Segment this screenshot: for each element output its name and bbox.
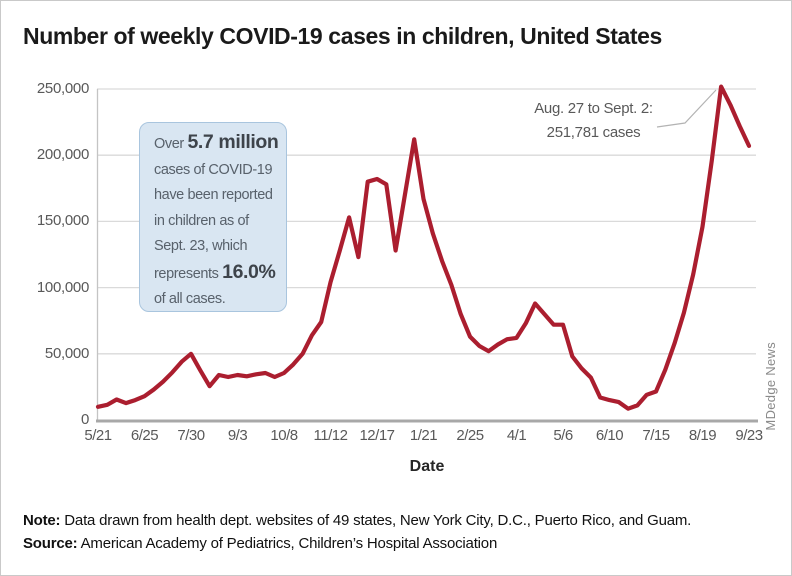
callout-connector-line [656, 89, 717, 128]
y-tick-label: 0 [80, 411, 89, 428]
infobox-line: have been reported [154, 187, 273, 203]
infobox-line: Over 5.7 million [154, 131, 279, 153]
x-tick-label: 6/10 [595, 427, 624, 444]
x-tick-label: 12/17 [359, 427, 395, 444]
infobox-line: cases of COVID-19 [154, 161, 273, 178]
note-text: Note: Data drawn from health dept. websi… [23, 512, 692, 529]
infobox-line: of all cases. [154, 291, 226, 307]
x-tick-label: 5/6 [553, 427, 573, 444]
x-tick-label: 2/25 [456, 427, 484, 444]
y-tick-label: 50,000 [44, 344, 89, 362]
x-tick-label: 9/3 [227, 427, 248, 444]
x-tick-label: 10/8 [270, 427, 298, 444]
infobox-line: Sept. 23, which [154, 238, 248, 254]
x-axis-title: Date [409, 458, 445, 475]
y-tick-label: 200,000 [36, 146, 89, 164]
line-chart [95, 84, 758, 423]
infobox-line: in children as of [154, 212, 249, 229]
source-text: Source: American Academy of Pediatrics, … [23, 535, 498, 552]
y-tick-label: 100,000 [36, 278, 89, 296]
x-tick-label: 8/19 [688, 427, 717, 444]
chart-title: Number of weekly COVID-19 cases in child… [23, 23, 662, 49]
x-tick-label: 6/25 [130, 427, 159, 444]
source-label: Source: [23, 535, 78, 552]
x-tick-label: 5/21 [84, 427, 112, 444]
infobox-line: represents 16.0% [154, 260, 276, 283]
x-tick-label: 1/21 [409, 427, 438, 444]
y-tick-label: 250,000 [36, 80, 89, 97]
x-tick-label: 4/1 [506, 427, 527, 444]
cases-series-line [95, 84, 752, 411]
x-tick-label: 9/23 [735, 427, 763, 444]
peak-annotation-value: 251,781 cases [546, 124, 641, 141]
credit-vertical-text: MDedge News [763, 342, 778, 431]
x-tick-label: 7/15 [642, 427, 670, 444]
y-tick-label: 150,000 [36, 212, 89, 230]
peak-annotation: Aug. 27 to Sept. 2: 251,781 cases [511, 97, 676, 145]
x-tick-label: 11/12 [313, 427, 348, 444]
peak-annotation-dates: Aug. 27 to Sept. 2: [534, 100, 653, 117]
note-label: Note: [23, 512, 61, 529]
summary-infobox: Over 5.7 million cases of COVID-19 have be… [139, 122, 287, 312]
x-tick-label: 7/30 [177, 427, 205, 444]
